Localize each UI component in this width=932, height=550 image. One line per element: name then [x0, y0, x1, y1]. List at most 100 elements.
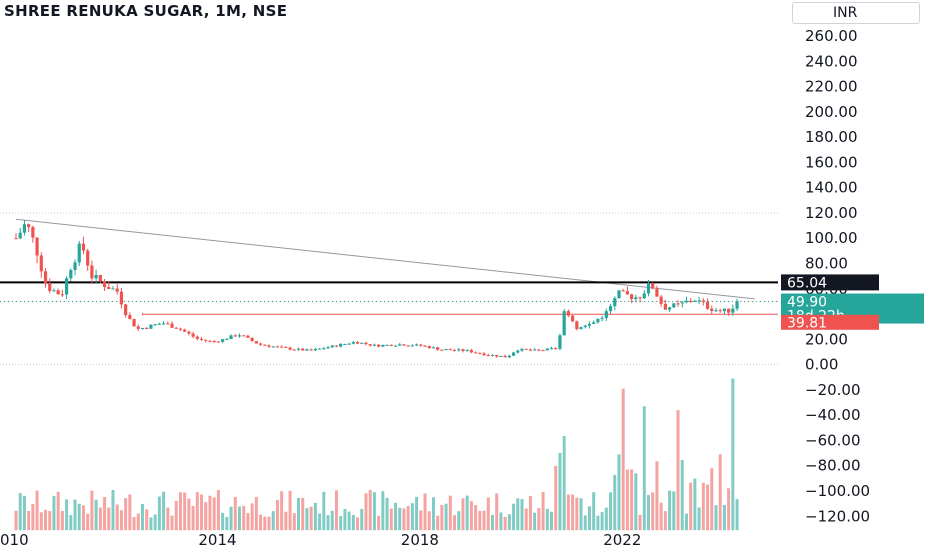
volume-bar — [69, 515, 73, 531]
volume-bar — [655, 461, 659, 531]
volume-bar — [668, 490, 672, 531]
candle-body — [718, 310, 722, 312]
candle-body — [592, 322, 596, 324]
volume-bar — [225, 516, 229, 531]
volume-bar — [305, 508, 309, 531]
candle-body — [562, 311, 566, 336]
volume-bar — [600, 512, 604, 531]
candle-body — [246, 335, 250, 338]
volume-bar — [516, 498, 520, 531]
candle-body — [398, 344, 402, 346]
candle-body — [81, 243, 86, 251]
candle-body — [486, 355, 490, 357]
volume-bar — [263, 516, 267, 531]
candle-body — [178, 328, 183, 330]
last-price-text: 49.90 — [787, 295, 827, 311]
volume-bar — [183, 492, 187, 531]
volume-bar — [60, 510, 64, 531]
candle-body — [520, 348, 524, 351]
volume-bar — [507, 514, 511, 531]
candle-body — [558, 335, 562, 349]
volume-bar — [453, 515, 457, 531]
volume-bar — [31, 503, 35, 531]
candle-body — [288, 347, 292, 350]
candle-body — [579, 327, 583, 330]
currency-selector[interactable]: INR — [792, 2, 920, 24]
candle-body — [452, 350, 457, 352]
volume-bar — [714, 505, 718, 531]
volume-bar — [533, 512, 537, 531]
candle-body — [128, 315, 132, 319]
candle-body — [145, 327, 149, 329]
volume-bar — [153, 514, 157, 531]
candle-body — [263, 344, 267, 346]
volume-bar — [377, 515, 381, 531]
candle-body — [507, 355, 511, 358]
y-tick-label: 140.00 — [805, 179, 858, 197]
candle-body — [419, 344, 423, 346]
y-tick-label: −120.00 — [805, 507, 870, 525]
volume-bar — [250, 503, 254, 531]
volume-bar — [347, 511, 351, 531]
candle-body — [701, 300, 705, 302]
candle-body — [402, 344, 406, 346]
volume-bar — [98, 507, 102, 531]
volume-bar — [676, 410, 680, 531]
candle-body — [705, 301, 710, 309]
candle-body — [625, 291, 630, 295]
candle-body — [448, 349, 452, 351]
trendline[interactable] — [15, 218, 755, 300]
candle-body — [516, 350, 520, 353]
candle-body — [183, 329, 187, 332]
volume-bar — [229, 506, 233, 531]
volume-bar — [444, 503, 448, 531]
volume-bar — [204, 502, 208, 531]
volume-bar — [689, 482, 693, 531]
volume-bar — [706, 484, 710, 531]
candle-body — [414, 344, 419, 346]
volume-bar — [486, 497, 490, 531]
volume-bar — [368, 489, 372, 531]
volume-bar — [735, 499, 739, 531]
candle-body — [710, 308, 714, 311]
candle-body — [714, 310, 718, 312]
volume-bar — [490, 514, 494, 531]
volume-bar — [651, 492, 655, 531]
volume-bar — [86, 513, 90, 531]
y-tick-label: 160.00 — [805, 153, 858, 171]
candle-body — [533, 349, 537, 351]
candle-body — [107, 287, 111, 290]
candle-body — [541, 350, 545, 352]
volume-bar — [271, 511, 275, 531]
volume-bar — [191, 505, 195, 531]
volume-bar — [212, 497, 216, 531]
candle-body — [566, 311, 570, 316]
volume-bar — [14, 510, 18, 531]
candle-body — [490, 354, 495, 356]
volume-bar — [440, 505, 444, 531]
candle-body — [170, 323, 174, 328]
volume-bar — [402, 508, 406, 531]
volume-bar — [461, 498, 465, 531]
volume-bar — [103, 497, 107, 531]
resistance-price-tag — [781, 274, 879, 291]
candle-body — [684, 300, 689, 303]
candle-body — [124, 304, 128, 316]
candle-body — [427, 346, 431, 349]
candle-body — [672, 303, 676, 308]
candle-body — [330, 345, 334, 348]
candle-body — [204, 339, 208, 341]
volume-bar — [162, 491, 166, 531]
y-tick-label: 0.00 — [805, 356, 838, 374]
volume-bar — [111, 489, 115, 531]
volume-bar — [351, 514, 355, 531]
candle-body — [355, 341, 360, 344]
candle-body — [119, 291, 124, 305]
candle-body — [596, 318, 600, 323]
volume-bar — [267, 516, 271, 531]
time-axis[interactable]: 010 2014 2018 2022 — [0, 531, 641, 549]
volume-bar — [145, 509, 149, 531]
volume-bar — [187, 498, 191, 531]
candle-body — [284, 346, 288, 348]
